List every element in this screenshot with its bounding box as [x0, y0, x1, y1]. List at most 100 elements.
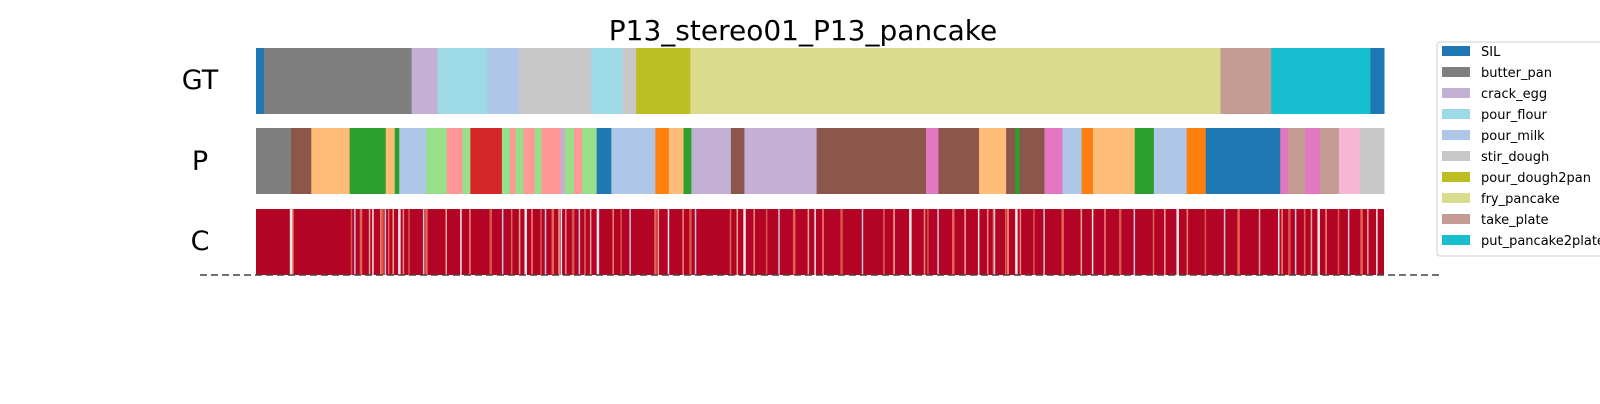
- p-segment-40: [1134, 128, 1155, 194]
- confidence-dip-42: [667, 209, 670, 275]
- p-segment-3: [349, 128, 387, 194]
- confidence-dip-0: [289, 209, 293, 275]
- confidence-dip-60: [909, 209, 912, 275]
- confidence-dip-54: [814, 209, 816, 275]
- legend-label-8: take_plate: [1481, 213, 1549, 228]
- confidence-dip-34: [584, 209, 586, 275]
- p-segment-24: [668, 128, 685, 194]
- legend-label-7: fry_pancake: [1481, 192, 1560, 207]
- confidence-dip-27: [544, 209, 547, 275]
- confidence-dip-14: [408, 209, 410, 275]
- confidence-dip-73: [1019, 209, 1022, 275]
- confidence-dip-102: [1376, 209, 1378, 275]
- legend-frame: [1436, 41, 1600, 257]
- p-segment-20: [581, 128, 598, 194]
- confidence-dip-76: [1061, 209, 1064, 275]
- confidence-dip-19: [469, 209, 471, 275]
- confidence-dip-88: [1237, 209, 1240, 275]
- p-segment-2: [311, 128, 351, 194]
- confidence-dip-32: [571, 209, 575, 275]
- p-segment-30: [926, 128, 939, 194]
- confidence-dip-37: [612, 209, 614, 275]
- confidence-dip-48: [743, 209, 746, 275]
- legend: SIL butter_pan crack_egg pour_flour pour_mil…: [1436, 41, 1600, 257]
- confidence-dip-74: [1033, 209, 1035, 275]
- gt-segment-12: [1370, 48, 1385, 114]
- confidence-dip-87: [1223, 209, 1226, 275]
- row-label-c: C: [191, 226, 210, 257]
- gt-segment-3: [437, 48, 488, 114]
- confidence-dip-13: [402, 209, 405, 275]
- p-segment-21: [596, 128, 612, 194]
- p-segment-46: [1305, 128, 1321, 194]
- legend-label-3: pour_flour: [1481, 108, 1548, 123]
- confidence-dip-97: [1325, 209, 1327, 275]
- confidence-dip-21: [501, 209, 504, 275]
- confidence-dip-86: [1204, 209, 1207, 275]
- p-segment-0: [256, 128, 292, 194]
- confidence-dip-98: [1337, 209, 1340, 275]
- p-segment-39: [1092, 128, 1136, 194]
- confidence-dip-38: [620, 209, 622, 275]
- gt-segment-6: [591, 48, 624, 114]
- legend-swatch-9: [1442, 235, 1470, 245]
- confidence-dip-43: [682, 209, 684, 275]
- p-row: [256, 128, 1385, 194]
- p-segment-22: [611, 128, 656, 194]
- p-segment-41: [1153, 128, 1188, 194]
- p-segment-47: [1319, 128, 1340, 194]
- confidence-dip-23: [518, 209, 521, 275]
- p-segment-34: [1015, 128, 1021, 194]
- confidence-dip-52: [792, 209, 796, 275]
- p-segment-13: [515, 128, 524, 194]
- p-segment-18: [565, 128, 575, 194]
- p-segment-14: [523, 128, 536, 194]
- confidence-dip-1: [292, 209, 294, 275]
- confidence-dip-7: [380, 209, 382, 275]
- p-segment-27: [730, 128, 745, 194]
- confidence-dip-90: [1277, 209, 1280, 275]
- confidence-dip-71: [1007, 209, 1009, 275]
- confidence-dip-17: [445, 209, 448, 275]
- confidence-dip-80: [1118, 209, 1122, 275]
- p-segment-12: [509, 128, 516, 194]
- confidence-dip-18: [460, 209, 462, 275]
- gt-segment-4: [487, 48, 520, 114]
- confidence-dip-81: [1133, 209, 1136, 275]
- confidence-dip-56: [840, 209, 843, 275]
- gt-row: [256, 48, 1385, 114]
- confidence-dip-70: [1004, 209, 1007, 275]
- confidence-dip-82: [1152, 209, 1155, 275]
- confidence-dip-26: [540, 209, 542, 275]
- confidence-dip-46: [729, 209, 732, 275]
- confidence-dip-22: [510, 209, 513, 275]
- confidence-dip-11: [392, 209, 394, 275]
- confidence-dip-77: [1080, 209, 1083, 275]
- confidence-dip-69: [993, 209, 996, 275]
- confidence-dip-16: [425, 209, 428, 275]
- confidence-dip-30: [560, 209, 563, 275]
- legend-swatch-1: [1442, 67, 1470, 77]
- confidence-dip-78: [1091, 209, 1094, 275]
- p-segment-42: [1186, 128, 1207, 194]
- confidence-dip-6: [372, 209, 374, 275]
- confidence-dip-10: [387, 209, 390, 275]
- confidence-dip-20: [489, 209, 492, 275]
- confidence-dip-83: [1164, 209, 1166, 275]
- confidence-dip-44: [689, 209, 692, 275]
- confidence-dip-12: [398, 209, 401, 275]
- confidence-dip-100: [1360, 209, 1363, 275]
- confidence-dip-58: [883, 209, 885, 275]
- confidence-dip-53: [807, 209, 810, 275]
- confidence-dip-8: [381, 209, 384, 275]
- confidence-dip-79: [1104, 209, 1106, 275]
- confidence-dip-36: [596, 209, 600, 275]
- confidence-dip-31: [565, 209, 567, 275]
- confidence-dip-5: [368, 209, 371, 275]
- legend-swatch-0: [1442, 46, 1470, 56]
- confidence-dip-35: [589, 209, 592, 275]
- p-segment-31: [938, 128, 980, 194]
- confidence-dip-93: [1294, 209, 1297, 275]
- p-segment-15: [534, 128, 542, 194]
